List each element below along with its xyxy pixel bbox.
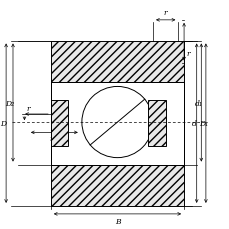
Text: d: d <box>191 120 196 128</box>
Text: D₁: D₁ <box>198 120 207 128</box>
Bar <box>148 101 165 147</box>
Text: D: D <box>0 120 6 128</box>
Text: d₁: d₁ <box>194 99 202 107</box>
Text: r: r <box>186 50 190 58</box>
Circle shape <box>82 87 153 158</box>
Bar <box>51 101 68 147</box>
Bar <box>51 82 183 165</box>
Bar <box>51 41 183 206</box>
Text: r: r <box>163 9 166 17</box>
Text: D₂: D₂ <box>5 99 14 107</box>
Text: r: r <box>26 105 30 113</box>
Text: B: B <box>114 217 120 225</box>
Text: r: r <box>49 134 52 142</box>
